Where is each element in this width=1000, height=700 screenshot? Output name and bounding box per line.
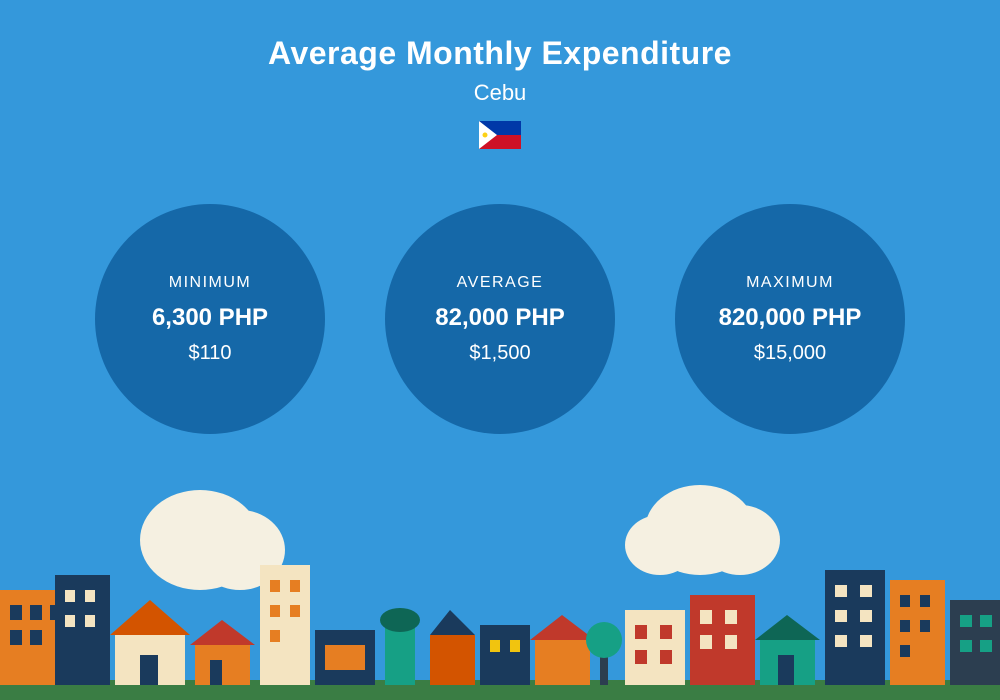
page-title: Average Monthly Expenditure [0, 35, 1000, 72]
cityscape-illustration [0, 480, 1000, 700]
flag-icon [479, 121, 521, 149]
stat-value-usd: $1,500 [469, 342, 530, 365]
stat-value-php: 6,300 PHP [152, 304, 268, 332]
stat-label: MINIMUM [169, 274, 251, 292]
stat-value-usd: $15,000 [754, 342, 826, 365]
stat-label: AVERAGE [457, 274, 544, 292]
stat-circle-average: AVERAGE 82,000 PHP $1,500 [385, 204, 615, 434]
stat-value-php: 82,000 PHP [435, 304, 564, 332]
stat-circle-maximum: MAXIMUM 820,000 PHP $15,000 [675, 204, 905, 434]
stat-circle-minimum: MINIMUM 6,300 PHP $110 [95, 204, 325, 434]
header: Average Monthly Expenditure Cebu [0, 0, 1000, 154]
stat-value-php: 820,000 PHP [719, 304, 862, 332]
page-subtitle: Cebu [0, 80, 1000, 106]
stat-circles: MINIMUM 6,300 PHP $110 AVERAGE 82,000 PH… [0, 204, 1000, 434]
stat-label: MAXIMUM [746, 274, 834, 292]
stat-value-usd: $110 [188, 342, 231, 365]
